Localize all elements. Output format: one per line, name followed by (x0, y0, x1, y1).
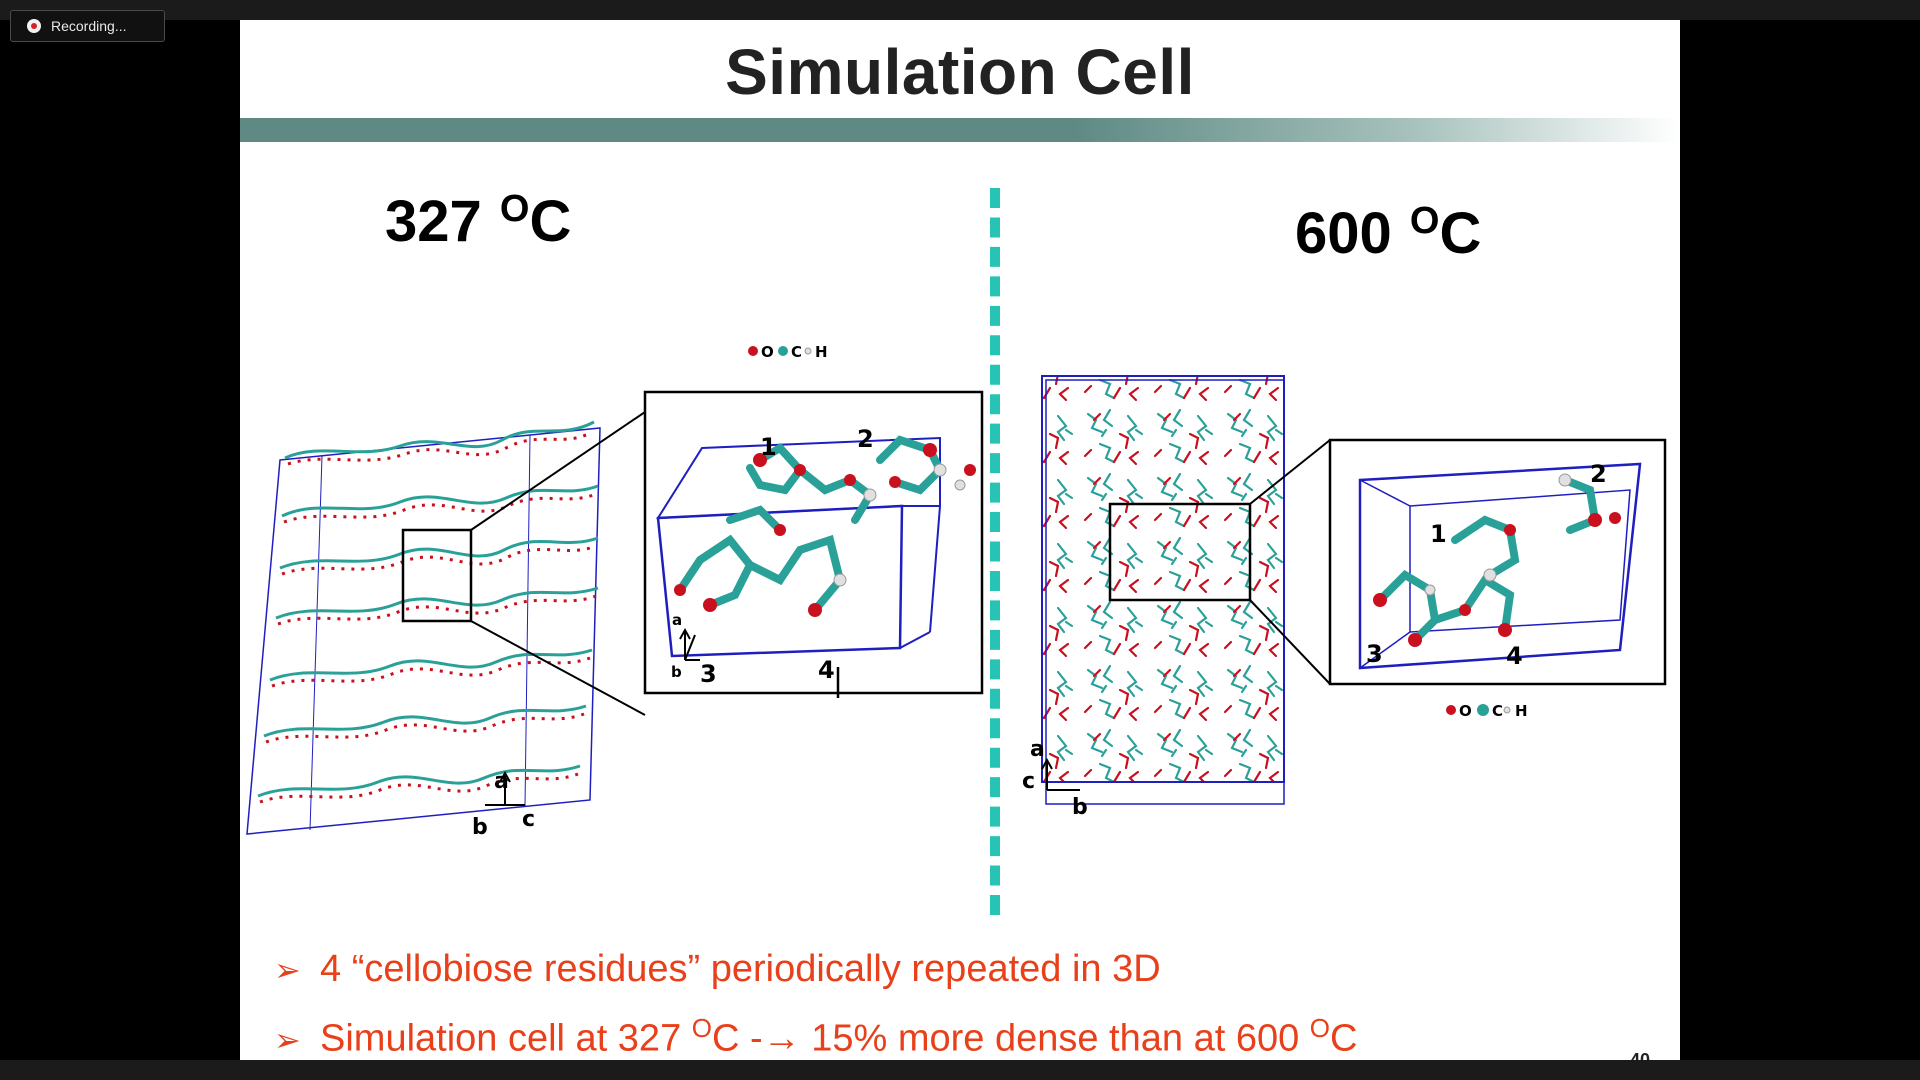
svg-text:1: 1 (1430, 520, 1447, 548)
slide-title: Simulation Cell (725, 36, 1195, 108)
svg-text:4: 4 (818, 656, 835, 684)
bullet-item: ➢ 4 “cellobiose residues” periodically r… (274, 948, 1674, 991)
svg-text:H: H (1515, 702, 1528, 720)
right-inset-atoms (1373, 473, 1621, 647)
svg-text:c: c (1022, 769, 1035, 794)
right-main-axes (1041, 757, 1080, 791)
slide-page-number: 40 (1630, 1050, 1651, 1060)
left-molecule-layers (257, 420, 599, 804)
svg-text:a: a (1030, 737, 1045, 762)
svg-text:1: 1 (760, 433, 777, 461)
window-bottom-bar (0, 1060, 1920, 1080)
window-top-bar (0, 0, 1920, 20)
svg-text:O: O (1459, 702, 1472, 720)
right-arrow-icon: → (762, 1017, 801, 1060)
bullet-list: ➢ 4 “cellobiose residues” periodically r… (274, 948, 1674, 1060)
svg-text:a: a (494, 769, 509, 794)
bullet-text: 4 “cellobiose residues” periodically rep… (320, 948, 1161, 990)
svg-text:O: O (761, 343, 774, 361)
left-inset-axes (679, 627, 700, 661)
svg-text:3: 3 (1366, 640, 1383, 668)
svg-text:b: b (472, 815, 488, 840)
right-simulation-figure: a c b 1 2 3 4 O C H (1022, 375, 1667, 820)
svg-text:3: 3 (700, 660, 717, 688)
svg-text:H: H (815, 343, 828, 361)
dashed-divider (990, 188, 1000, 915)
record-icon (27, 19, 41, 33)
right-temperature-label: 600 OC (1295, 200, 1482, 266)
presentation-slide: Simulation Cell 327 OC 600 OC (240, 20, 1680, 1060)
svg-text:2: 2 (1590, 460, 1607, 488)
bullet-item: ➢ Simulation cell at 327 OC -→ 15% more … (274, 1013, 1674, 1060)
right-atom-legend: O C H (1446, 702, 1528, 720)
left-zoom-selection (401, 528, 473, 623)
svg-text:c: c (522, 807, 535, 832)
left-atom-legend: O C H (748, 343, 828, 361)
left-inset-atoms (674, 443, 976, 617)
svg-text:C: C (791, 343, 802, 361)
svg-text:b: b (671, 663, 682, 681)
svg-text:b: b (1072, 795, 1088, 820)
svg-text:a: a (672, 611, 682, 629)
left-temperature-label: 327 OC (385, 188, 572, 254)
right-zoom-selection (1108, 502, 1252, 602)
left-cell-box (246, 427, 601, 835)
bullet-text: Simulation cell at 327 OC -→ 15% more de… (320, 1013, 1358, 1060)
recording-indicator[interactable]: Recording... (10, 10, 165, 42)
svg-text:4: 4 (1506, 642, 1523, 670)
right-inset-panel (1328, 438, 1667, 686)
left-simulation-figure: a b c 1 2 3 4 (246, 343, 984, 840)
right-cell-box (1041, 375, 1285, 783)
arrowhead-bullet-icon: ➢ (274, 1021, 301, 1058)
recording-label: Recording... (51, 18, 127, 34)
svg-text:2: 2 (857, 425, 874, 453)
svg-text:C: C (1492, 702, 1503, 720)
arrowhead-bullet-icon: ➢ (274, 952, 301, 988)
title-underline-bar (240, 118, 1680, 142)
left-main-axes (485, 770, 525, 806)
